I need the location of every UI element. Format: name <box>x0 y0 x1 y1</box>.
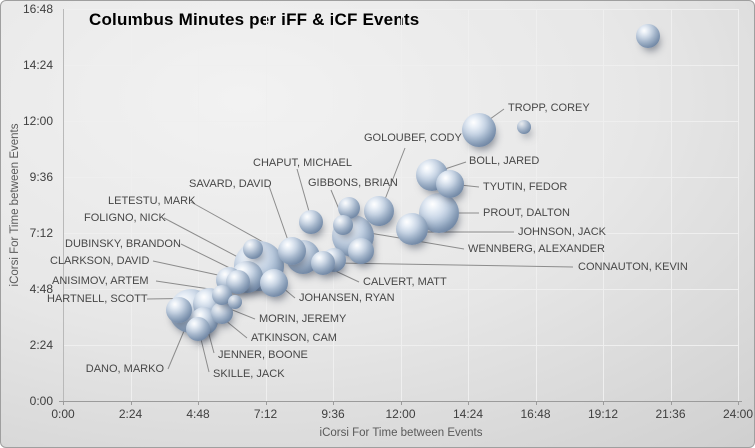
player-label-johansen-ryan: JOHANSEN, RYAN <box>299 292 395 304</box>
x-tick-label: 19:12 <box>587 407 619 421</box>
y-tick-label: 12:00 <box>22 114 53 128</box>
gridline-horizontal <box>63 177 738 178</box>
bubble-tyutin-fedor[interactable] <box>436 170 464 198</box>
player-label-dano-marko: DANO, MARKO <box>85 363 164 375</box>
player-label-savard-david: SAVARD, DAVID <box>189 178 272 190</box>
y-tick-label: 9:36 <box>29 170 53 184</box>
player-label-skille-jack: SKILLE, JACK <box>213 368 285 380</box>
player-label-jenner-boone: JENNER, BOONE <box>218 349 308 361</box>
gridline-vertical <box>265 9 267 401</box>
x-tick-label: 4:48 <box>186 407 210 421</box>
player-label-wennberg-alexander: WENNBERG, ALEXANDER <box>468 243 605 255</box>
bubble-johansen-ryan[interactable] <box>260 269 288 297</box>
gridline-vertical <box>603 9 604 401</box>
x-tick-label: 24:00 <box>722 407 754 421</box>
y-tick-label: 4:48 <box>29 282 53 296</box>
bubble-letestu-mark[interactable] <box>243 239 263 259</box>
x-axis-tickmark <box>400 401 402 405</box>
player-label-foligno-nick: FOLIGNO, NICK <box>84 212 166 224</box>
x-tick-label: 2:24 <box>118 407 143 421</box>
x-axis-tickmark <box>63 401 64 405</box>
player-label-prout-dalton: PROUT, DALTON <box>483 207 570 219</box>
x-tick-label: 12:00 <box>385 407 416 421</box>
bubble-unlabeled[interactable] <box>228 295 242 309</box>
y-tick-label: 7:12 <box>29 226 53 240</box>
x-axis-tickmark <box>603 401 604 405</box>
x-tick-label: 7:12 <box>253 407 278 421</box>
x-tick-label: 14:24 <box>452 407 484 421</box>
bubble-atkinson-cam[interactable] <box>211 302 233 324</box>
gridline-horizontal <box>63 9 738 10</box>
x-tick-label: 0:00 <box>51 407 75 421</box>
gridline-vertical <box>130 9 132 401</box>
leader-line-letestu-mark <box>190 201 264 243</box>
gridline-horizontal <box>63 65 738 66</box>
chart-title: Columbus Minutes per iFF & iCF Events <box>89 10 420 29</box>
x-axis-tickmark <box>333 401 334 405</box>
leader-line-connauton-kevin <box>334 262 574 268</box>
player-label-dubinsky-brandon: DUBINSKY, BRANDON <box>65 238 181 250</box>
player-label-letestu-mark: LETESTU, MARK <box>108 195 196 207</box>
bubble-unlabeled[interactable] <box>338 197 360 219</box>
x-axis-tickmark <box>535 401 537 405</box>
player-label-hartnell-scott: HARTNELL, SCOTT <box>47 293 148 305</box>
player-label-anisimov-artem: ANISIMOV, ARTEM <box>52 275 149 287</box>
gridline-vertical <box>333 9 334 401</box>
x-axis-tickmark <box>265 401 267 405</box>
x-axis-title: iCorsi For Time between Events <box>319 427 483 439</box>
x-tick-label: 16:48 <box>520 407 551 421</box>
bubble-unlabeled[interactable] <box>636 24 660 48</box>
y-tick-label: 2:24 <box>29 338 53 352</box>
gridline-vertical <box>670 9 672 401</box>
bubble-goloubef-cody[interactable] <box>364 196 394 226</box>
gridline-vertical <box>468 9 469 401</box>
gridline-horizontal <box>63 121 738 122</box>
player-label-tyutin-fedor: TYUTIN, FEDOR <box>483 181 568 193</box>
bubble-chaput-michael[interactable] <box>299 210 323 234</box>
x-tick-label: 9:36 <box>321 407 345 421</box>
x-axis-tickmark <box>468 401 469 405</box>
y-axis-line <box>63 9 64 401</box>
x-axis-tickmark <box>670 401 672 405</box>
gridline-horizontal <box>63 289 738 290</box>
bubble-skille-jack[interactable] <box>186 317 210 341</box>
gridline-vertical <box>400 9 402 401</box>
player-label-chaput-michael: CHAPUT, MICHAEL <box>253 157 353 169</box>
player-label-calvert-matt: CALVERT, MATT <box>363 276 447 288</box>
player-label-morin-jeremy: MORIN, JEREMY <box>259 313 347 325</box>
bubble-johnson-jack[interactable] <box>396 213 428 245</box>
x-axis-tickmark <box>738 401 739 405</box>
gridline-vertical <box>535 9 537 401</box>
player-label-connauton-kevin: CONNAUTON, KEVIN <box>578 261 688 273</box>
player-label-tropp-corey: TROPP, COREY <box>508 102 590 114</box>
x-axis-tickmark <box>130 401 132 405</box>
x-tick-label: 21:36 <box>655 407 686 421</box>
player-label-clarkson-david: CLARKSON, DAVID <box>50 255 150 267</box>
bubble-savard-david[interactable] <box>278 237 306 265</box>
player-label-boll-jared: BOLL, JARED <box>469 155 540 167</box>
bubble-calvert-matt[interactable] <box>311 251 335 275</box>
bubble-gibbons-brian[interactable] <box>333 215 353 235</box>
gridline-vertical <box>738 9 739 401</box>
player-label-gibbons-brian: GIBBONS, BRIAN <box>308 177 398 189</box>
y-tick-label: 16:48 <box>22 2 53 16</box>
bubble-tropp-corey[interactable] <box>462 113 496 147</box>
gridline-horizontal <box>63 345 738 346</box>
bubble-unlabeled[interactable] <box>517 120 531 134</box>
leader-line-chaput-michael <box>296 168 311 216</box>
bubble-morin-jeremy[interactable] <box>212 285 232 305</box>
x-axis-tickmark <box>198 401 199 405</box>
player-label-johnson-jack: JOHNSON, JACK <box>518 226 607 238</box>
gridline-vertical <box>198 9 199 401</box>
y-tick-label: 0:00 <box>29 394 53 408</box>
bubble-unlabeled[interactable] <box>348 238 374 264</box>
player-label-atkinson-cam: ATKINSON, CAM <box>251 332 337 344</box>
y-tick-label: 14:24 <box>22 58 53 72</box>
bubble-unlabeled[interactable] <box>166 297 192 323</box>
player-label-goloubef-cody: GOLOUBEF, CODY <box>364 132 462 144</box>
